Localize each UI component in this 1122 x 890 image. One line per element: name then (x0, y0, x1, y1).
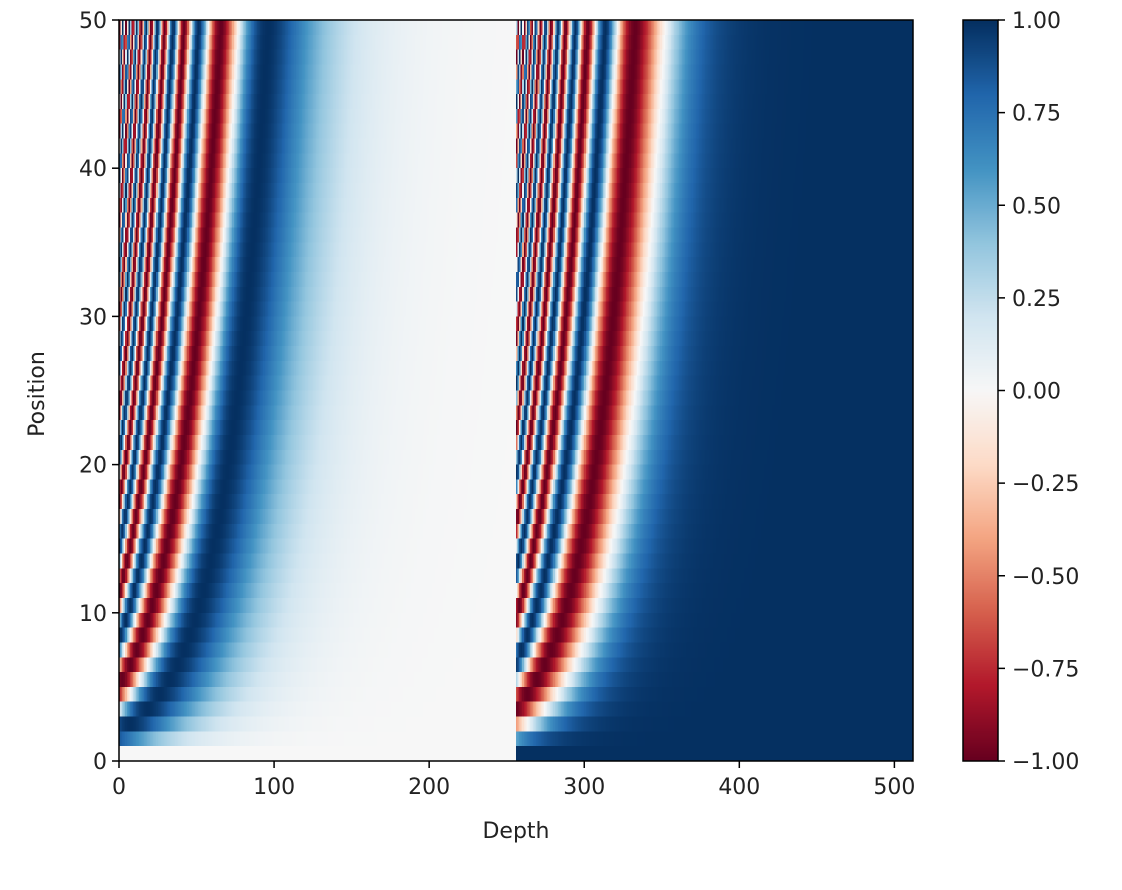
colorbar-tick-label: −1.00 (1012, 750, 1079, 775)
y-axis-label: Position (25, 351, 50, 437)
colorbar-tick-label: −0.75 (1012, 657, 1079, 682)
y-tick-label: 10 (79, 602, 107, 627)
colorbar-frame (962, 19, 999, 762)
y-tick-label: 40 (79, 157, 107, 182)
x-tick-label: 400 (718, 775, 760, 800)
colorbar-tick-label: 0.25 (1012, 287, 1061, 312)
x-tick-label: 500 (873, 775, 915, 800)
colorbar-tick-label: 0.50 (1012, 194, 1061, 219)
x-axis-label: Depth (482, 819, 549, 844)
x-tick-label: 200 (408, 775, 450, 800)
y-tick-label: 20 (79, 454, 107, 479)
x-axis-ticks: 0 100 200 300 400 500 (112, 761, 915, 800)
y-tick-label: 50 (79, 9, 107, 34)
colorbar-gradient (963, 20, 998, 761)
colorbar-ticks: 1.00 0.75 0.50 0.25 0.00 −0.25 −0.50 −0.75 −1.00 (998, 9, 1079, 775)
colorbar-tick-label: 0.75 (1012, 102, 1061, 127)
y-axis-ticks: 0 10 20 30 40 50 (79, 9, 119, 775)
x-tick-label: 300 (563, 775, 605, 800)
colorbar-tick-label: −0.25 (1012, 472, 1079, 497)
plot-frame (118, 19, 914, 762)
x-tick-label: 0 (112, 775, 126, 800)
heatmap-image (119, 20, 913, 761)
colorbar-tick-label: 1.00 (1012, 9, 1061, 34)
colorbar-tick-label: −0.50 (1012, 565, 1079, 590)
y-tick-label: 30 (79, 305, 107, 330)
colorbar-tick-label: 0.00 (1012, 380, 1061, 405)
y-tick-label: 0 (93, 750, 107, 775)
x-tick-label: 100 (253, 775, 295, 800)
